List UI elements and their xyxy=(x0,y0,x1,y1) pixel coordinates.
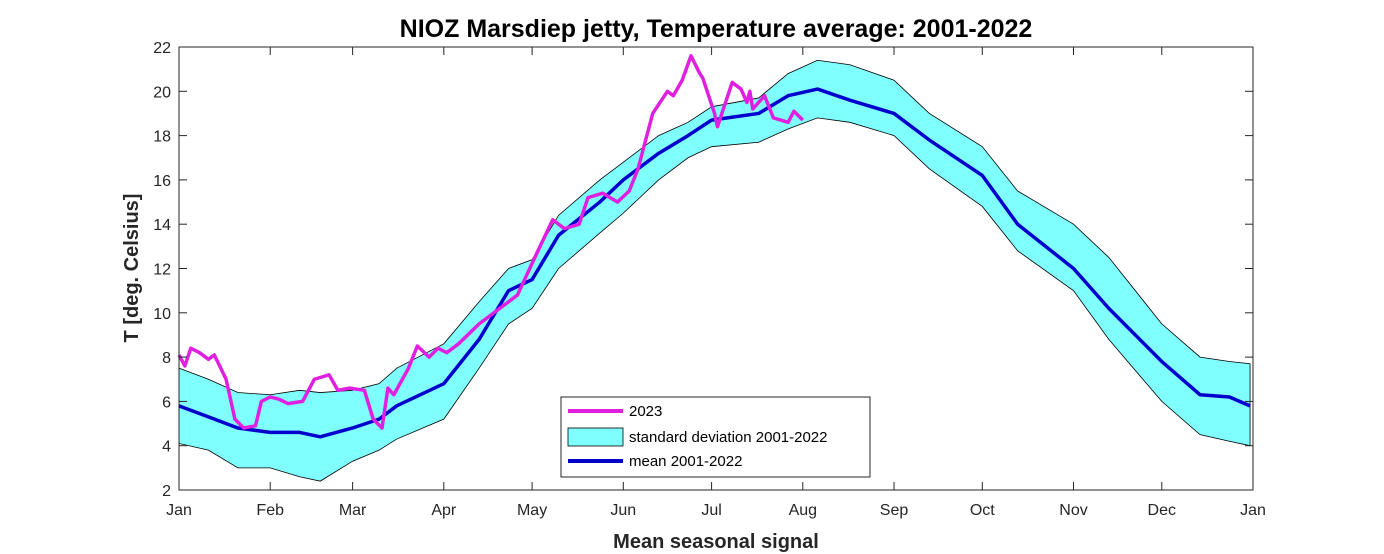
series-line-2023 xyxy=(177,54,805,430)
x-tick-label: May xyxy=(517,502,547,519)
y-tick-label: 10 xyxy=(153,306,171,323)
y-tick-label: 6 xyxy=(162,394,171,411)
y-tick-label: 22 xyxy=(153,40,171,57)
y-axis-label: T [deg. Celsius] xyxy=(121,194,143,343)
legend: 2023 standard deviation 2001-2022 mean 2… xyxy=(560,396,871,478)
x-tick-label: Mar xyxy=(339,502,367,519)
x-tick-label: Jan xyxy=(166,502,192,519)
chart-title: NIOZ Marsdiep jetty, Temperature average… xyxy=(400,15,1033,43)
axis-ticks: 2 4 6 8 10 12 14 16 18 20 22 Jan Feb Mar Apr May Jun Jul A… xyxy=(153,40,1266,519)
x-tick-label: Aug xyxy=(789,502,817,519)
y-tick-label: 4 xyxy=(162,439,171,456)
x-axis-label: Mean seasonal signal xyxy=(613,531,819,553)
x-tick-label: Jun xyxy=(610,502,636,519)
legend-swatch-std xyxy=(567,427,624,447)
x-tick-label: Jul xyxy=(701,502,721,519)
x-tick-label: Sep xyxy=(880,502,909,519)
x-tick-label: Nov xyxy=(1059,502,1087,519)
x-tick-label: Oct xyxy=(970,502,995,519)
x-tick-label: Apr xyxy=(431,502,457,519)
x-tick-label: Dec xyxy=(1148,502,1176,519)
y-tick-label: 18 xyxy=(153,129,171,146)
x-tick-label: Feb xyxy=(256,502,284,519)
y-tick-label: 14 xyxy=(153,217,171,234)
legend-label-std: standard deviation 2001-2022 xyxy=(629,429,828,446)
y-tick-label: 2 xyxy=(162,483,171,500)
y-tick-label: 20 xyxy=(153,84,171,101)
y-tick-label: 16 xyxy=(153,173,171,190)
series-line-mean-2001-2022 xyxy=(178,87,1251,439)
plot-frame xyxy=(178,46,1254,491)
y-tick-label: 8 xyxy=(162,350,171,367)
legend-label-2023: 2023 xyxy=(629,403,662,420)
legend-label-mean: mean 2001-2022 xyxy=(629,453,742,470)
x-tick-label: Jan xyxy=(1240,502,1266,519)
y-tick-label: 12 xyxy=(153,262,171,279)
